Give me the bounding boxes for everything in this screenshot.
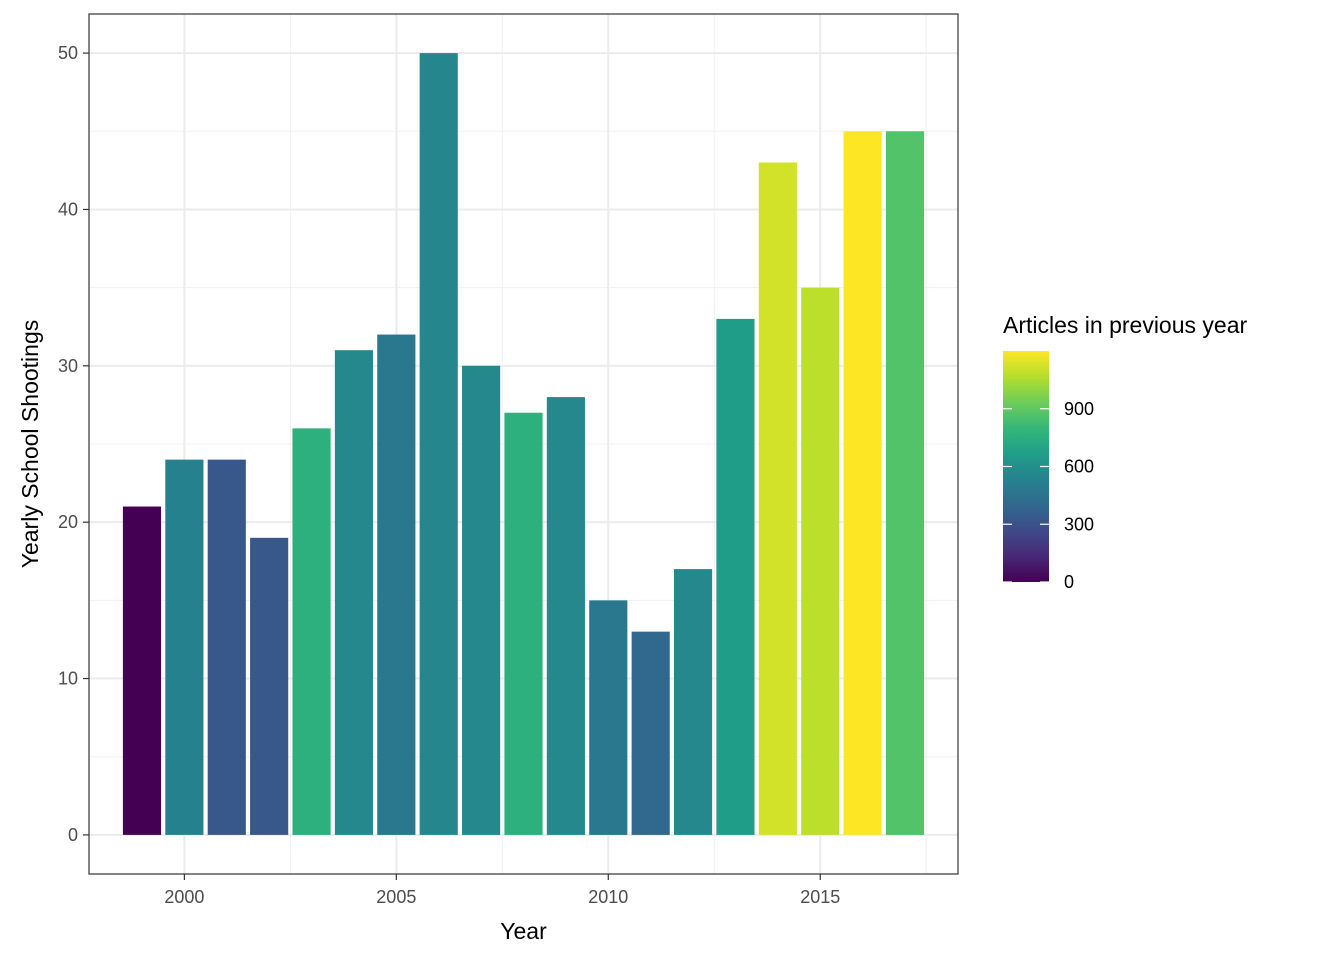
bar-2011 (631, 631, 670, 835)
bar-2003 (292, 428, 331, 835)
x-tick-label: 2000 (164, 887, 204, 907)
bar-2016 (843, 131, 882, 835)
bar-2008 (504, 412, 543, 835)
bar-2002 (250, 537, 289, 835)
x-tick-label: 2010 (588, 887, 628, 907)
x-axis: 2000 2005 2010 2015 (164, 874, 840, 907)
x-axis-title: Year (500, 918, 547, 944)
bar-1999 (122, 506, 162, 835)
legend-label: 600 (1064, 457, 1094, 477)
y-tick-label: 50 (58, 43, 78, 63)
bar-2005 (377, 334, 416, 835)
x-tick-label: 2005 (376, 887, 416, 907)
bar-2017 (885, 131, 925, 835)
legend-ticks: 0 300 600 900 (1003, 399, 1094, 592)
legend-title: Articles in previous year (1003, 312, 1247, 338)
bar-2015 (801, 287, 840, 835)
y-axis: 0 10 20 30 40 50 (58, 43, 89, 845)
bars (122, 53, 925, 835)
legend-label: 300 (1064, 514, 1094, 534)
bar-2013 (716, 318, 755, 835)
legend-label: 0 (1064, 572, 1074, 592)
y-tick-label: 20 (58, 512, 78, 532)
x-tick-label: 2015 (800, 887, 840, 907)
bar-2014 (758, 162, 797, 835)
bar-2006 (419, 53, 458, 835)
y-tick-label: 0 (68, 825, 78, 845)
y-tick-label: 30 (58, 356, 78, 376)
bar-2000 (165, 459, 204, 835)
bar-2007 (462, 365, 501, 835)
bar-2004 (334, 350, 374, 835)
y-axis-title: Yearly School Shootings (17, 320, 43, 569)
bar-2010 (589, 600, 628, 835)
bar-2009 (546, 397, 585, 835)
legend: Articles in previous year 0 300 600 900 (1003, 312, 1247, 592)
bar-2012 (673, 569, 713, 835)
legend-label: 900 (1064, 399, 1094, 419)
y-tick-label: 10 (58, 669, 78, 689)
bar-2001 (207, 459, 246, 835)
y-tick-label: 40 (58, 199, 78, 219)
panel-border (88, 13, 959, 875)
